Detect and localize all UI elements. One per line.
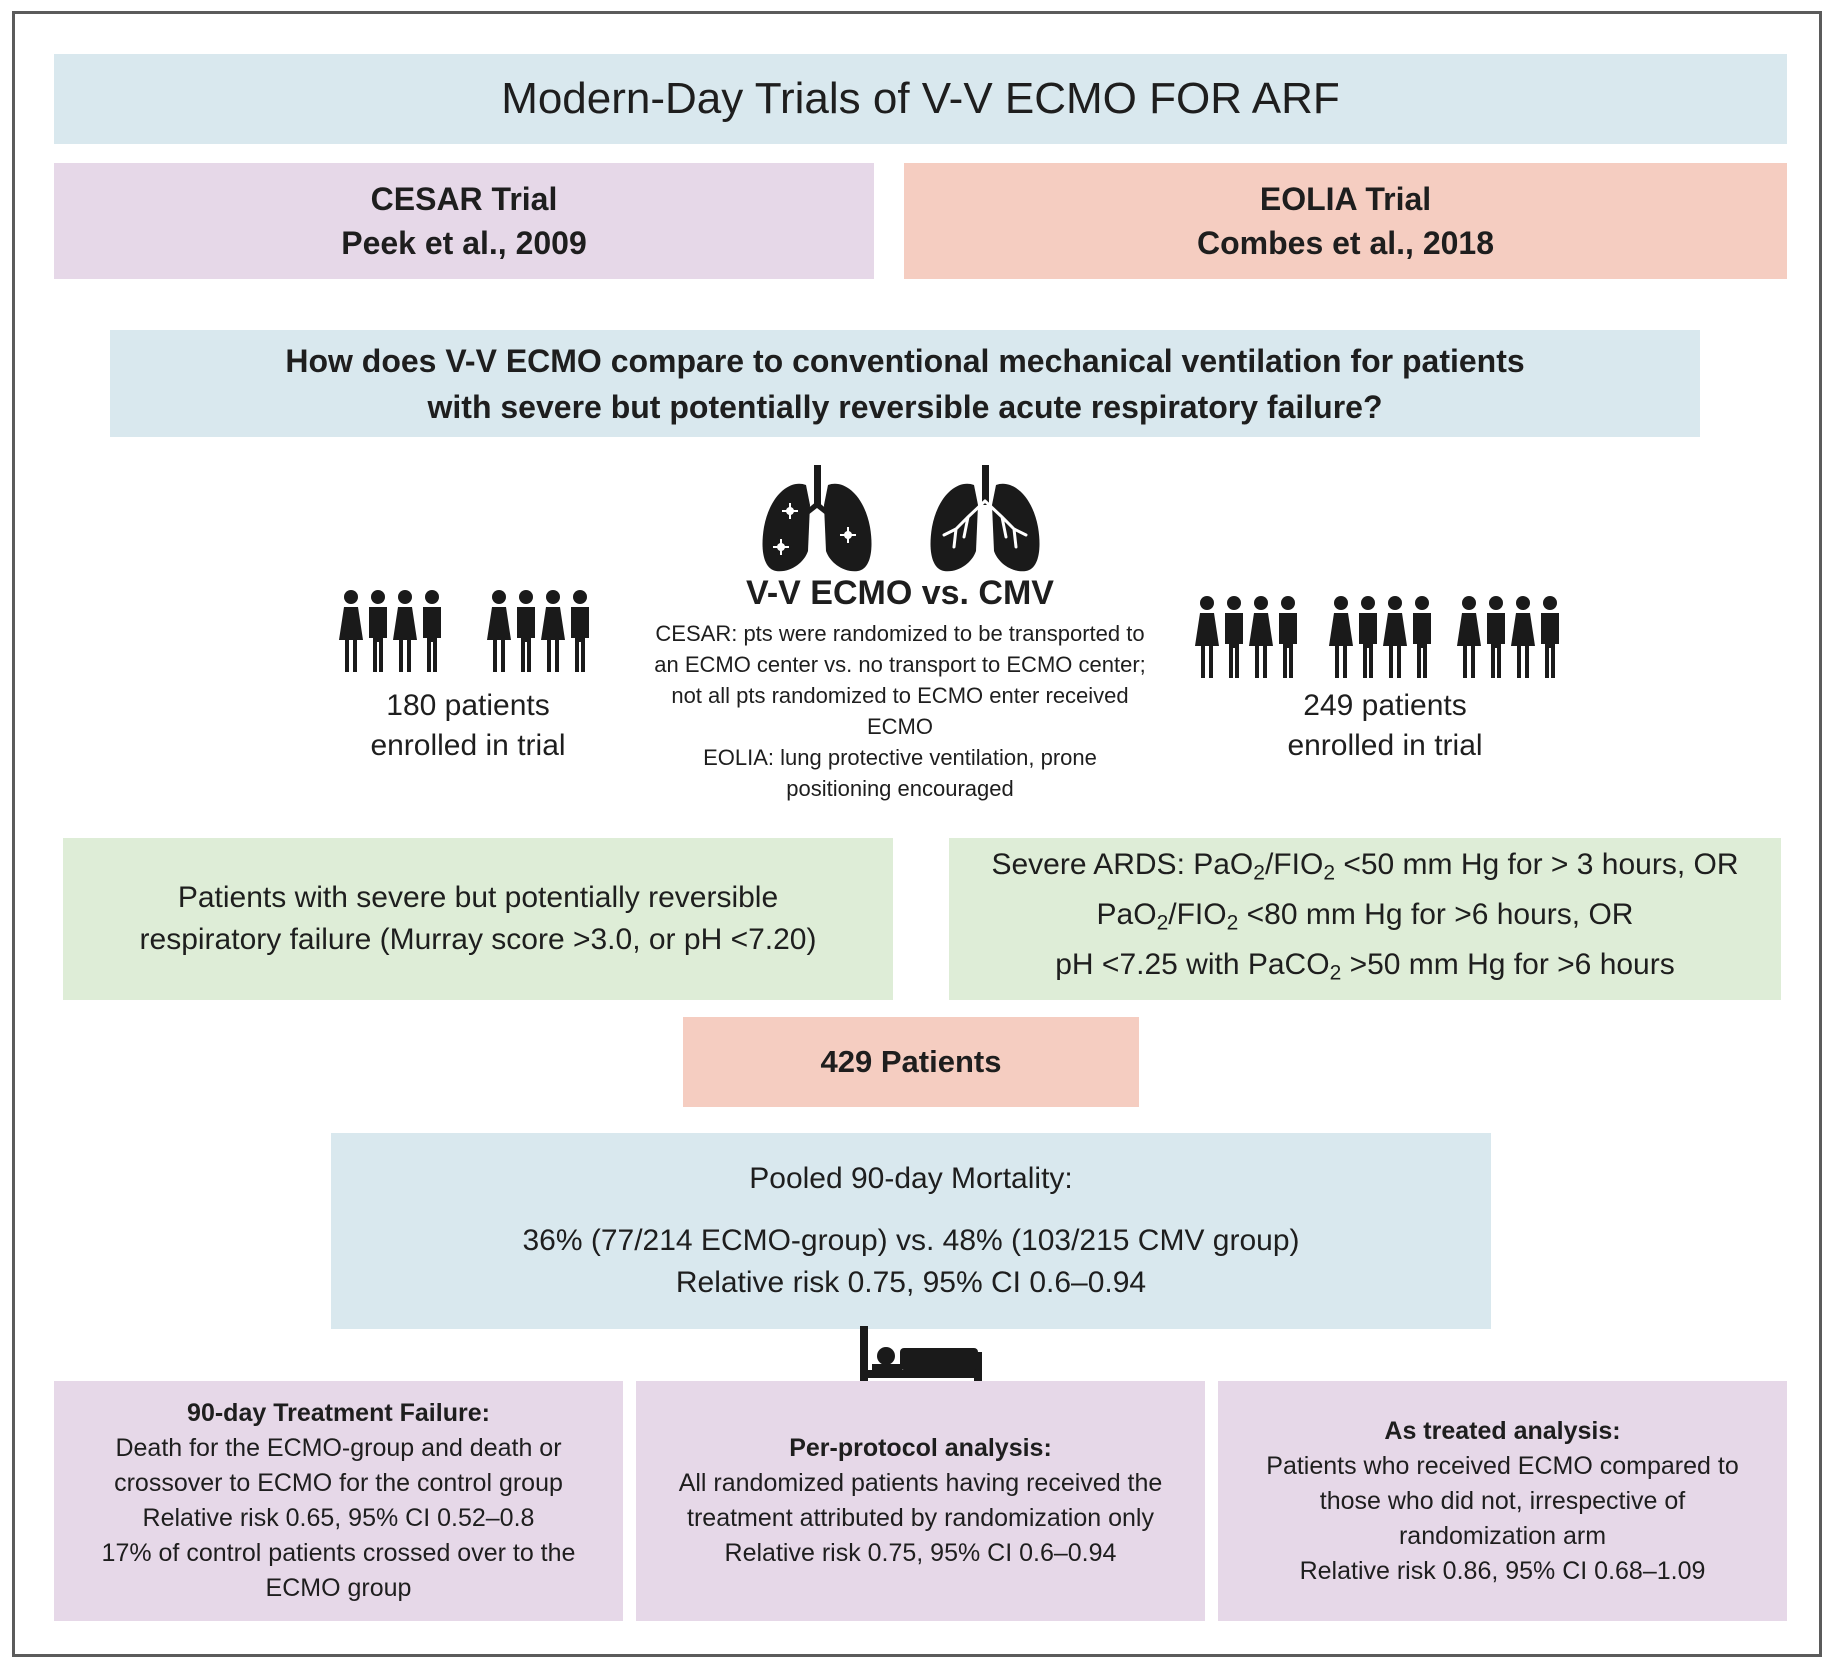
comparison-title: V-V ECMO vs. CMV <box>746 574 1054 612</box>
person-female-icon <box>1249 596 1273 678</box>
pooled-mortality-line-2: Relative risk 0.75, 95% CI 0.6–0.94 <box>675 1266 1147 1299</box>
cesar-people-group-icon <box>339 590 589 672</box>
person-male-icon <box>1413 596 1431 678</box>
total-patients: 429 Patients <box>683 1017 1139 1107</box>
total-patients-text: 429 Patients <box>820 1044 1002 1079</box>
eolia-trial-citation: Combes et al., 2018 <box>1196 225 1495 261</box>
eolia-criteria-line-3: pH <7.25 with PaCO2 >50 mm Hg for >6 hou… <box>1055 944 1675 994</box>
subscript: 2 <box>1156 911 1169 935</box>
person-female-icon <box>541 590 565 672</box>
eolia-criteria-text: /FIO <box>1168 897 1227 931</box>
cesar-trial-citation: Peek et al., 2009 <box>341 225 587 261</box>
person-male-icon <box>369 590 387 672</box>
comparison-cesar-line-4: ECMO <box>867 714 933 739</box>
question-line-2: with severe but potentially reversible a… <box>427 388 1383 425</box>
as-treated-line-3: randomization arm <box>1398 1521 1607 1550</box>
comparison-description: CESAR: pts were randomized to be transpo… <box>612 618 1188 804</box>
person-female-icon <box>1457 596 1481 678</box>
eolia-people-group-icon <box>1195 596 1559 678</box>
hospital-bed-icon <box>860 1326 982 1390</box>
person-female-icon <box>1511 596 1535 678</box>
person-male-icon <box>1487 596 1505 678</box>
page-title: Modern-Day Trials of V-V ECMO FOR ARF <box>54 54 1787 144</box>
eolia-criteria-text: /FIO <box>1264 847 1324 881</box>
eolia-criteria-text: <50 mm Hg for > 3 hours, OR <box>1335 847 1739 881</box>
person-male-icon <box>1541 596 1559 678</box>
per-protocol-line-1: All randomized patients having received … <box>678 1469 1163 1497</box>
eolia-criteria-line-2: PaO2/FIO2 <80 mm Hg for >6 hours, OR <box>1097 894 1634 944</box>
cesar-enrolled-label: enrolled in trial <box>370 729 566 762</box>
diseased-lung-icon <box>762 465 872 572</box>
treatment-failure-line-3: Relative risk 0.65, 95% CI 0.52–0.8 <box>142 1504 535 1532</box>
title-text: Modern-Day Trials of V-V ECMO FOR ARF <box>501 74 1340 123</box>
eolia-trial-header: EOLIA Trial Combes et al., 2018 <box>904 163 1787 279</box>
person-female-icon <box>393 590 417 672</box>
cesar-enrolled: 180 patients enrolled in trial <box>328 686 608 766</box>
treatment-failure-line-4: 17% of control patients crossed over to … <box>101 1539 576 1567</box>
figure-frame <box>12 11 1822 1657</box>
eolia-enrolled-label: enrolled in trial <box>1287 729 1483 762</box>
question-line-1: How does V-V ECMO compare to conventiona… <box>285 342 1525 379</box>
person-female-icon <box>487 590 511 672</box>
pooled-mortality-heading: Pooled 90-day Mortality: <box>749 1162 1073 1195</box>
treatment-failure-line-1: Death for the ECMO-group and death or <box>115 1434 562 1462</box>
as-treated-box: As treated analysis: Patients who receiv… <box>1218 1381 1787 1621</box>
person-female-icon <box>1195 596 1219 678</box>
cesar-trial-header: CESAR Trial Peek et al., 2009 <box>54 163 874 279</box>
as-treated-heading: As treated analysis: <box>1384 1416 1621 1445</box>
eolia-criteria-text: PaO <box>1096 897 1157 931</box>
person-female-icon <box>1329 596 1353 678</box>
pooled-mortality: Pooled 90-day Mortality: 36% (77/214 ECM… <box>331 1133 1491 1329</box>
eolia-trial-name: EOLIA Trial <box>1259 181 1432 217</box>
healthy-lung-icon <box>930 465 1040 572</box>
comparison-eolia-line-2: positioning encouraged <box>786 776 1014 801</box>
treatment-failure-heading: 90-day Treatment Failure: <box>187 1399 490 1427</box>
pooled-mortality-line-1: 36% (77/214 ECMO-group) vs. 48% (103/215… <box>522 1224 1300 1257</box>
eolia-inclusion-criteria: Severe ARDS: PaO2/FIO2 <50 mm Hg for > 3… <box>949 838 1781 1000</box>
as-treated-line-1: Patients who received ECMO compared to <box>1266 1451 1739 1480</box>
person-female-icon <box>339 590 363 672</box>
treatment-failure-line-5: ECMO group <box>265 1574 412 1602</box>
eolia-criteria-text: <80 mm Hg for >6 hours, OR <box>1238 897 1634 931</box>
treatment-failure-box: 90-day Treatment Failure: Death for the … <box>54 1381 623 1621</box>
per-protocol-heading: Per-protocol analysis: <box>789 1434 1052 1462</box>
comparison-eolia-line-1: EOLIA: lung protective ventilation, pron… <box>703 745 1097 770</box>
comparison-cesar-line-3: not all pts randomized to ECMO enter rec… <box>671 683 1129 708</box>
person-male-icon <box>571 590 589 672</box>
subscript: 2 <box>1226 911 1239 935</box>
eolia-criteria-text: Severe ARDS: PaO <box>991 847 1254 881</box>
person-male-icon <box>1279 596 1297 678</box>
per-protocol-line-3: Relative risk 0.75, 95% CI 0.6–0.94 <box>724 1539 1117 1567</box>
eolia-criteria-text: pH <7.25 with PaCO <box>1055 948 1330 982</box>
person-female-icon <box>1383 596 1407 678</box>
as-treated-line-2: those who did not, irrespective of <box>1319 1486 1686 1515</box>
subscript: 2 <box>1323 860 1335 884</box>
eolia-enrolled-count: 249 patients <box>1303 689 1467 722</box>
cesar-criteria-line-2: respiratory failure (Murray score >3.0, … <box>139 923 817 956</box>
cesar-trial-name: CESAR Trial <box>370 181 558 217</box>
subscript: 2 <box>1329 961 1342 985</box>
per-protocol-box: Per-protocol analysis: All randomized pa… <box>636 1381 1205 1621</box>
subscript: 2 <box>1253 860 1265 884</box>
as-treated-line-4: Relative risk 0.86, 95% CI 0.68–1.09 <box>1299 1556 1706 1585</box>
research-question: How does V-V ECMO compare to conventiona… <box>110 330 1700 437</box>
cesar-enrolled-count: 180 patients <box>386 689 550 722</box>
person-male-icon <box>423 590 441 672</box>
eolia-enrolled: 249 patients enrolled in trial <box>1245 686 1525 766</box>
cesar-criteria-line-1: Patients with severe but potentially rev… <box>177 881 779 914</box>
treatment-failure-line-2: crossover to ECMO for the control group <box>114 1469 563 1497</box>
eolia-criteria-line-1: Severe ARDS: PaO2/FIO2 <50 mm Hg for > 3… <box>991 844 1738 894</box>
cesar-inclusion-criteria: Patients with severe but potentially rev… <box>63 838 893 1000</box>
comparison-cesar-line-2: an ECMO center vs. no transport to ECMO … <box>654 652 1146 677</box>
person-male-icon <box>517 590 535 672</box>
eolia-criteria-text: >50 mm Hg for >6 hours <box>1341 948 1675 982</box>
person-male-icon <box>1225 596 1243 678</box>
comparison-cesar-line-1: CESAR: pts were randomized to be transpo… <box>655 621 1145 646</box>
per-protocol-line-2: treatment attributed by randomization on… <box>687 1504 1154 1532</box>
person-male-icon <box>1359 596 1377 678</box>
